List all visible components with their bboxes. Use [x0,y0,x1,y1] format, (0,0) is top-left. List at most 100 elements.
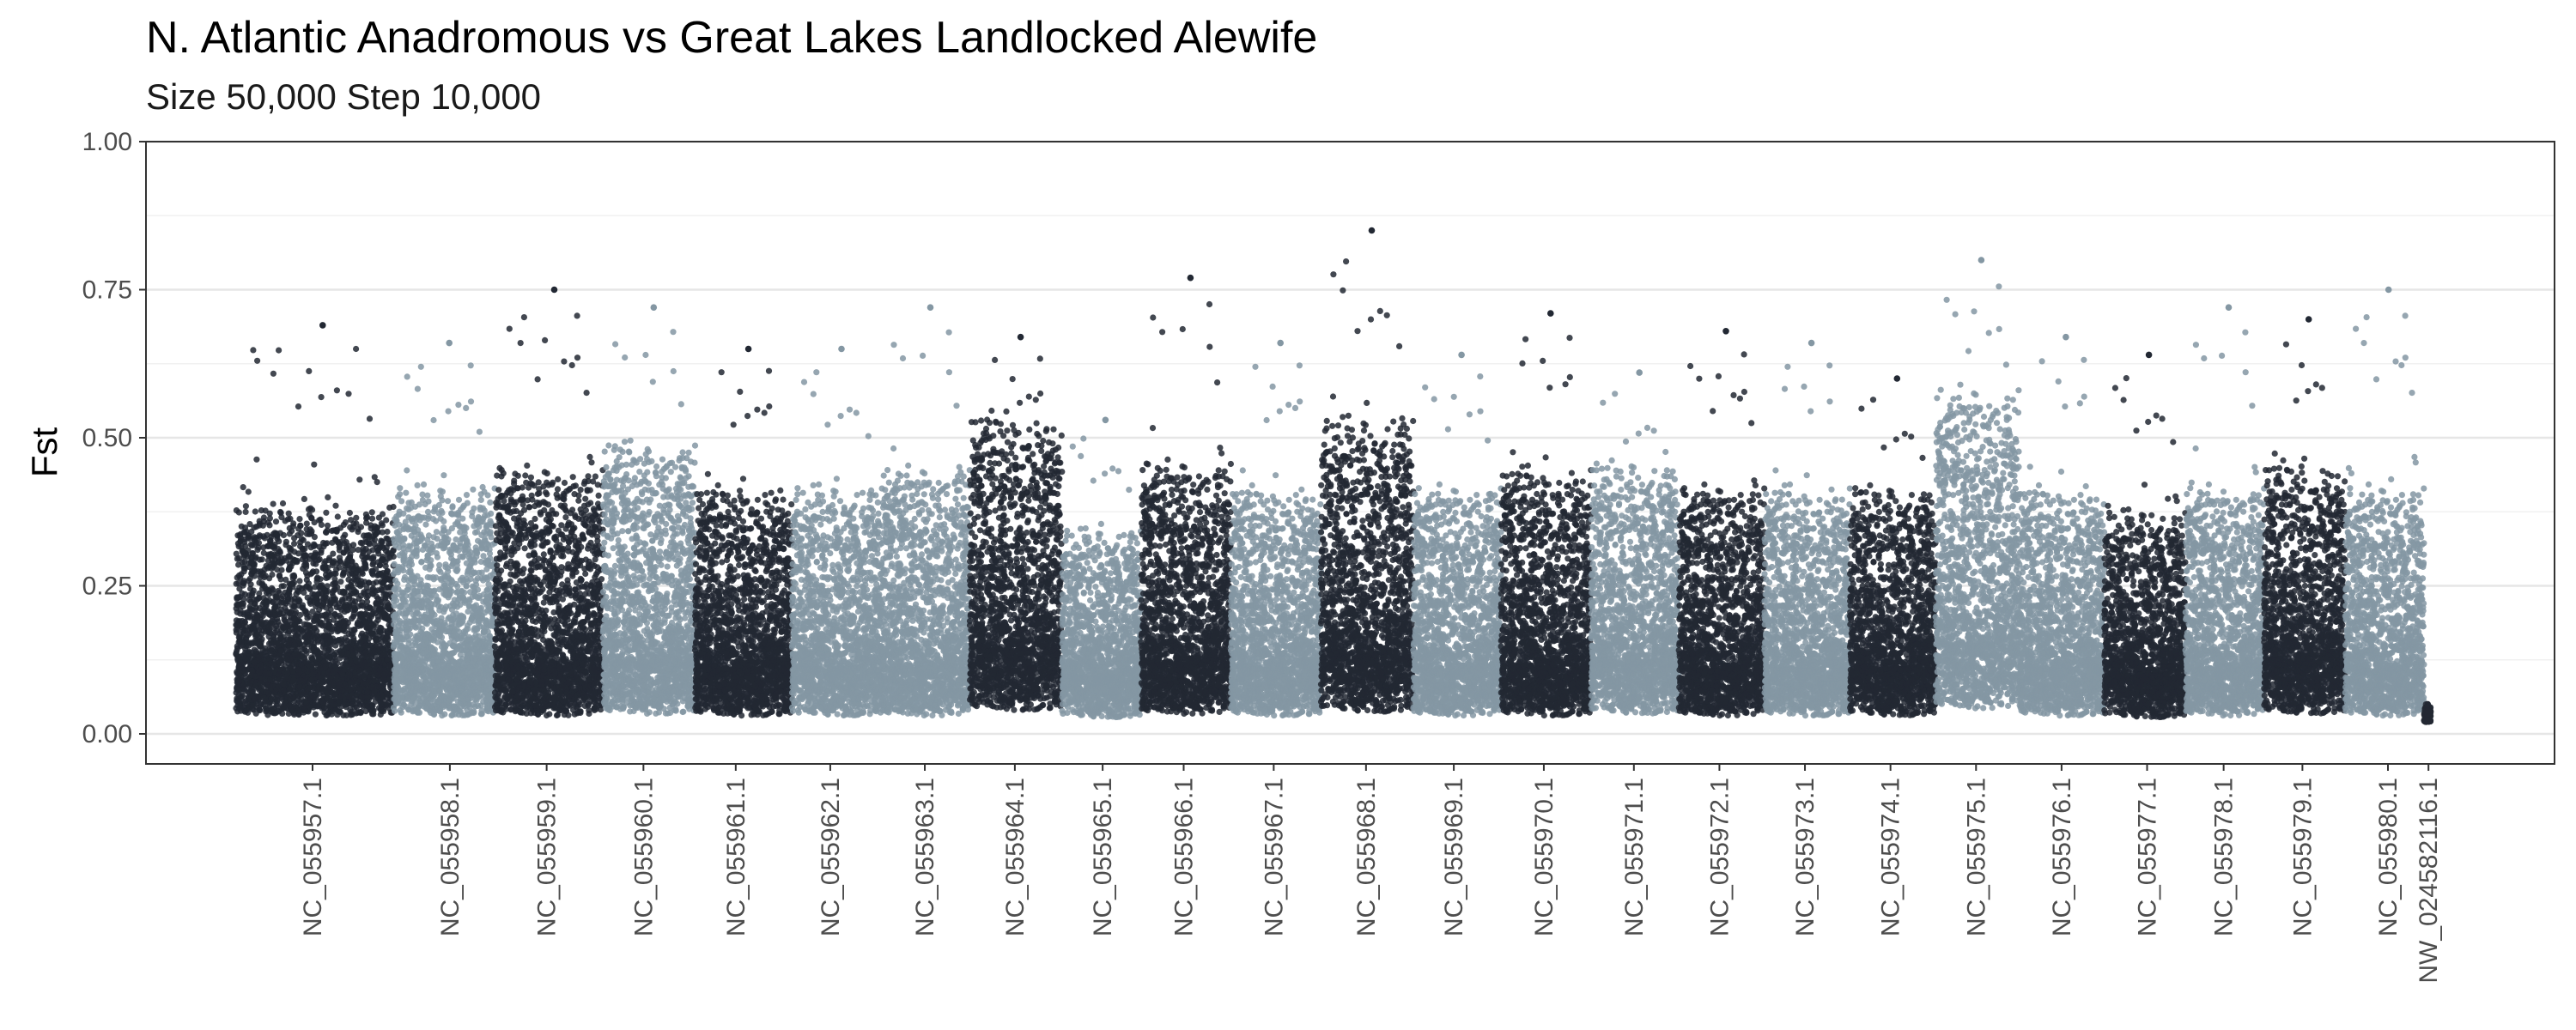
data-point [276,348,282,354]
data-point [380,676,386,682]
data-point [266,564,272,570]
data-point [291,548,297,554]
data-point [323,530,329,536]
data-point [291,579,297,585]
data-point [287,554,293,560]
data-point [350,614,356,620]
data-point [337,579,343,585]
data-point [234,687,240,693]
data-point [243,503,249,509]
data-point [318,550,324,556]
data-point [358,524,364,530]
data-point [241,688,247,694]
data-point [391,504,397,510]
data-point [236,509,242,515]
data-point [281,583,287,589]
data-point [304,621,310,627]
data-point [315,703,321,709]
data-point [297,523,303,529]
data-point [366,579,372,585]
data-point [363,566,369,572]
data-point [270,371,276,377]
data-point [270,501,276,507]
data-point [347,572,353,578]
data-point [310,609,316,615]
data-point [307,512,313,518]
data-point [367,534,373,540]
data-point [280,500,286,506]
data-point [359,540,365,546]
data-point [289,573,295,579]
data-point [325,647,331,653]
data-point [315,591,321,597]
data-point [374,548,380,554]
data-point [356,476,362,482]
data-point [243,509,249,515]
data-point [364,599,370,605]
data-point [362,635,368,641]
data-point [234,574,240,580]
data-point [375,695,381,701]
data-point [304,521,310,527]
data-point [383,517,389,523]
data-point [268,551,274,557]
data-point [319,582,325,588]
data-point [240,484,246,490]
data-point [250,347,256,353]
data-point [268,543,274,549]
data-point [370,703,376,709]
data-point [273,530,279,536]
data-point [308,639,314,645]
data-point [339,670,345,676]
data-point [265,558,271,564]
data-point [272,604,278,610]
data-point [383,691,389,697]
data-point [353,346,359,352]
data-point [256,544,262,550]
data-point [311,462,317,468]
data-point [291,541,297,547]
data-point [343,546,349,552]
data-point [337,709,343,715]
data-point [261,550,267,556]
data-point [241,682,247,688]
data-point [286,639,292,645]
data-point [369,711,375,717]
data-point [325,523,331,529]
data-point [312,584,318,590]
data-point [335,539,341,545]
data-point [325,583,331,589]
data-point [250,591,256,597]
data-point [301,609,307,615]
data-point [290,520,296,526]
data-point [241,566,247,572]
data-point [357,687,363,693]
data-point [348,712,354,718]
data-point [343,618,349,624]
data-point [254,358,260,364]
data-point [356,596,362,602]
data-point [254,597,260,603]
data-point [347,510,353,516]
data-point [377,643,383,649]
data-point [376,628,382,634]
data-point [372,474,378,480]
data-point [375,559,381,565]
data-point [303,561,309,567]
data-point [311,542,317,548]
data-point [340,535,346,541]
data-point [330,680,336,686]
data-point [257,521,263,527]
data-point [235,541,241,547]
data-point [283,542,289,548]
data-point [368,522,374,528]
data-point [314,597,320,603]
data-point [278,627,284,633]
data-point [374,636,380,642]
data-point [258,665,264,671]
data-point [272,613,278,619]
data-point [285,609,291,615]
data-point [323,510,329,516]
data-point [313,712,319,718]
